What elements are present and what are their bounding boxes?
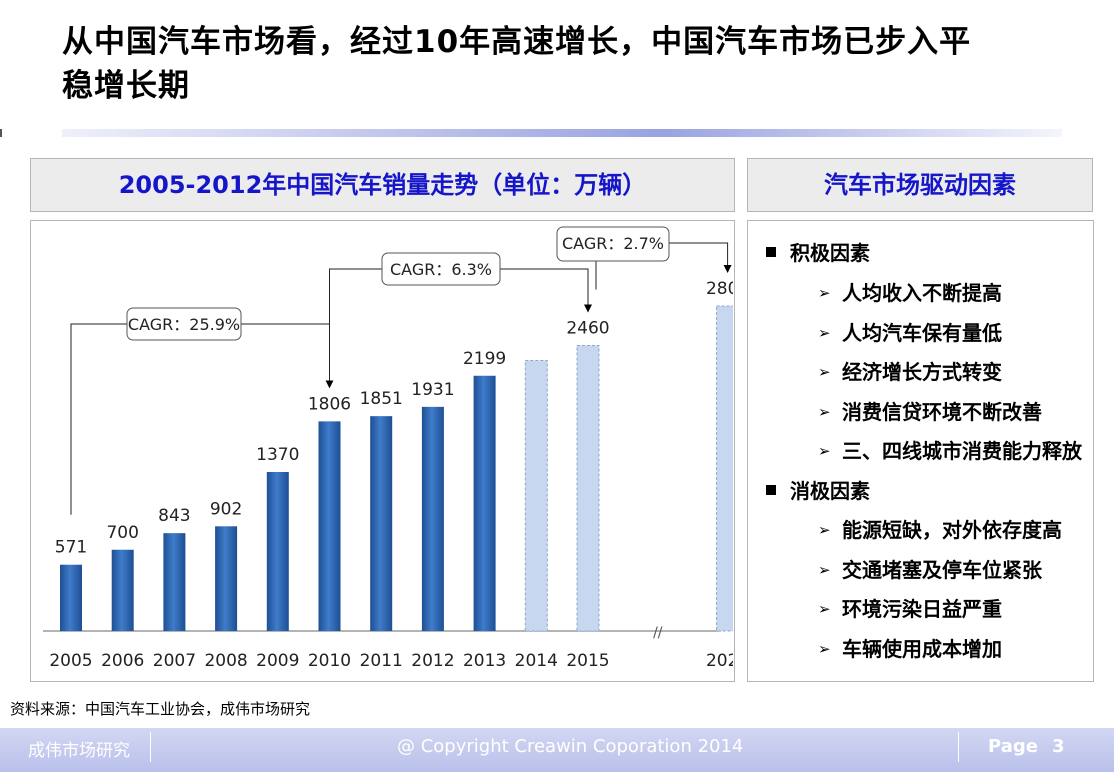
cagr-2005-2010-line	[70, 323, 334, 515]
factors-panel-header: 汽车市场驱动因素	[747, 158, 1093, 212]
value-label-2006: 700	[106, 523, 138, 543]
list-item-text: 三、四线城市消费能力释放	[842, 439, 1082, 463]
tick-label-2015: 2015	[566, 651, 609, 671]
value-label-2012: 1931	[411, 380, 454, 400]
list-item: ➢ 三、四线城市消费能力释放	[818, 435, 1082, 464]
cagr-2005-2010-label: CAGR：25.9%	[128, 315, 240, 334]
list-item: ➢ 车辆使用成本增加	[818, 633, 1002, 662]
axis-break-mark: //	[653, 625, 663, 641]
edge-mark	[0, 129, 2, 137]
cagr-2015-2020-box	[556, 226, 670, 262]
tick-label-2012: 2012	[411, 651, 454, 671]
bar-2010	[318, 421, 341, 631]
cagr-2010-2015-label: CAGR：6.3%	[390, 260, 492, 279]
value-label-2008: 902	[210, 499, 242, 519]
arrow-bullet-icon: ➢	[818, 403, 831, 421]
footer-bar: 成伟市场研究 @ Copyright Creawin Coporation 20…	[0, 728, 1114, 772]
value-label-2007: 843	[158, 506, 190, 526]
arrow-bullet-icon: ➢	[818, 442, 831, 460]
title-divider	[62, 129, 1062, 137]
value-label-2013: 2199	[463, 349, 506, 369]
arrow-bullet-icon: ➢	[818, 324, 831, 342]
list-item-text: 交通堵塞及停车位紧张	[842, 558, 1042, 582]
value-label-2005: 571	[55, 538, 87, 558]
chart-title: 2005-2012年中国汽车销量走势（单位：万辆）	[118, 171, 647, 199]
bar-2020	[716, 305, 733, 632]
bar-2015	[576, 344, 600, 632]
bar-2006	[111, 549, 134, 631]
list-item: ➢ 人均收入不断提高	[818, 277, 1002, 306]
value-label-2009: 1370	[256, 445, 299, 465]
tick-label-2006: 2006	[101, 651, 144, 671]
list-item-text: 消费信贷环境不断改善	[842, 400, 1042, 424]
value-label-2020: 2800	[706, 279, 733, 299]
arrow-bullet-icon: ➢	[818, 600, 831, 618]
list-item: ➢ 环境污染日益严重	[818, 593, 1002, 622]
chart-panel-header: 2005-2012年中国汽车销量走势（单位：万辆）	[30, 158, 735, 212]
list-item: ➢ 交通堵塞及停车位紧张	[818, 554, 1042, 583]
footer-divider	[958, 732, 959, 762]
bar-2011	[370, 416, 393, 631]
tick-label-2014: 2014	[515, 651, 558, 671]
negative-factors-heading: 消极因素	[766, 475, 870, 504]
bar-2008	[215, 526, 238, 631]
slide-title: 从中国汽车市场看，经过10年高速增长，中国汽车市场已步入平 稳增长期	[62, 20, 1062, 108]
title-line-2: 稳增长期	[62, 68, 190, 104]
factors-title: 汽车市场驱动因素	[824, 171, 1016, 199]
source-note: 资料来源：中国汽车工业协会，成伟市场研究	[10, 700, 311, 718]
sales-bar-chart: // 571 2005 700 2006 843 2007 902 2008 1370 2009 18…	[43, 226, 733, 671]
value-label-2011: 1851	[360, 389, 403, 409]
bar-2007	[163, 533, 186, 631]
footer-divider	[150, 732, 151, 762]
tick-label-2009: 2009	[256, 651, 299, 671]
list-item: ➢ 消费信贷环境不断改善	[818, 396, 1042, 425]
arrow-bullet-icon: ➢	[818, 363, 831, 381]
list-item-text: 人均汽车保有量低	[842, 321, 1002, 345]
cagr-2005-2010-box	[126, 307, 242, 341]
arrow-bullet-icon: ➢	[818, 284, 831, 302]
footer-page-number: 3	[1052, 736, 1065, 757]
arrow-bullet-icon: ➢	[818, 521, 831, 539]
footer-company: 成伟市场研究	[28, 741, 130, 761]
list-item-text: 人均收入不断提高	[842, 281, 1002, 305]
list-item-text: 能源短缺，对外依存度高	[842, 518, 1062, 542]
list-item: ➢ 经济增长方式转变	[818, 356, 1002, 385]
list-item: ➢ 人均汽车保有量低	[818, 317, 1002, 346]
tick-label-2013: 2013	[463, 651, 506, 671]
tick-label-2005: 2005	[49, 651, 92, 671]
value-label-2015: 2460	[566, 318, 609, 338]
list-item-text: 经济增长方式转变	[842, 360, 1002, 384]
tick-label-2007: 2007	[153, 651, 196, 671]
bar-2005	[60, 564, 82, 631]
title-line-1: 从中国汽车市场看，经过10年高速增长，中国汽车市场已步入平	[62, 24, 972, 60]
footer-copyright: @ Copyright Creawin Coporation 2014	[397, 736, 744, 757]
tick-label-2008: 2008	[204, 651, 247, 671]
value-label-2010: 1806	[308, 394, 351, 414]
tick-label-2010: 2010	[308, 651, 351, 671]
bar-2013	[473, 375, 496, 631]
tick-label-2020: 2020	[706, 651, 733, 671]
positive-factors-heading: 积极因素	[766, 237, 870, 266]
cagr-2010-2015-box	[381, 252, 501, 286]
cagr-2015-2020-label: CAGR：2.7%	[562, 234, 664, 253]
positive-label: 积极因素	[790, 241, 870, 265]
arrow-bullet-icon: ➢	[818, 561, 831, 579]
tick-label-2011: 2011	[360, 651, 403, 671]
list-item: ➢ 能源短缺，对外依存度高	[818, 514, 1062, 543]
list-item-text: 车辆使用成本增加	[842, 637, 1002, 661]
arrow-bullet-icon: ➢	[818, 640, 831, 658]
square-bullet-icon	[766, 247, 776, 257]
list-item-text: 环境污染日益严重	[842, 597, 1002, 621]
bar-2009	[266, 471, 289, 631]
negative-label: 消极因素	[790, 479, 870, 503]
bar-2014	[524, 360, 548, 632]
footer-page-label: Page	[988, 736, 1038, 757]
square-bullet-icon	[766, 485, 776, 495]
factors-panel	[747, 220, 1094, 682]
bar-2012	[421, 406, 444, 631]
